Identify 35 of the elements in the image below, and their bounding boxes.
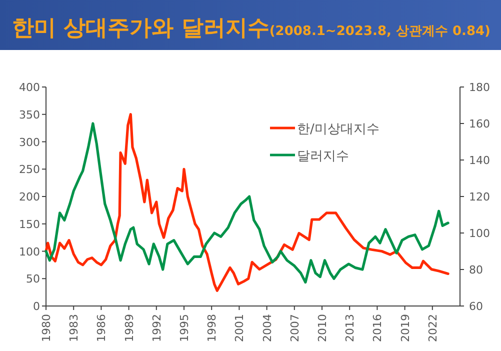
legend-label: 한/미상대지수 (297, 122, 380, 137)
x-tick-label: 2019 (398, 314, 412, 342)
y2-tick-label: 60 (469, 300, 483, 313)
y-tick-label: 200 (19, 190, 40, 204)
y-tick-label: 350 (19, 108, 40, 122)
x-tick-label: 1992 (150, 314, 164, 342)
chart-subtitle: (2008.1~2023.8, 상관계수 0.84) (269, 24, 490, 39)
y-tick-label: 250 (19, 163, 40, 176)
y-tick-label: 100 (19, 245, 40, 258)
x-tick-label: 1983 (68, 314, 81, 342)
x-tick-label: 2004 (260, 314, 274, 342)
x-tick-label: 2001 (233, 314, 246, 342)
x-tick-label: 2013 (344, 314, 357, 342)
y-tick-label: 50 (26, 272, 40, 286)
y-tick-label: 300 (19, 136, 40, 149)
y2-tick-label: 180 (469, 81, 490, 94)
y-tick-label: 400 (19, 81, 40, 94)
legend-label: 달러지수 (297, 149, 349, 164)
y2-tick-label: 100 (469, 227, 490, 240)
chart-title: 한미 상대주가와 달러지수 (12, 16, 270, 41)
y2-tick-label: 140 (469, 154, 490, 167)
x-tick-label: 1998 (206, 314, 219, 342)
x-tick-label: 1986 (95, 314, 108, 342)
x-tick-label: 2016 (371, 314, 384, 342)
y2-tick-label: 80 (469, 264, 483, 276)
x-tick-label: 2022 (426, 314, 440, 342)
y2-tick-label: 160 (469, 118, 490, 130)
x-tick-label: 1995 (178, 314, 191, 342)
y-tick-label: 150 (19, 218, 40, 231)
x-tick-label: 2010 (316, 314, 329, 342)
x-tick-label: 1980 (40, 314, 53, 342)
y2-tick-label: 120 (469, 190, 490, 204)
y-tick-label: 0 (33, 300, 40, 313)
x-tick-label: 1989 (122, 314, 136, 342)
x-tick-label: 2007 (288, 314, 302, 342)
